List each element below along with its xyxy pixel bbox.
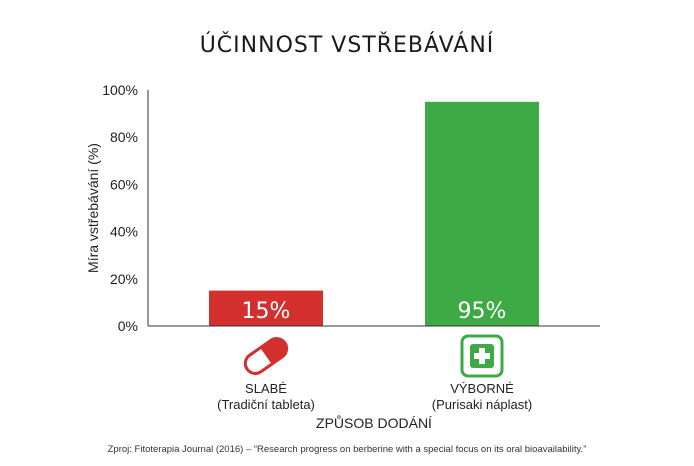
bar-value-label: 15% xyxy=(242,299,291,324)
y-axis-label: Míra vstřebávání (%) xyxy=(85,143,101,273)
y-tick-label: 20% xyxy=(110,271,138,287)
source-note: Zproj: Fitoterapia Journal (2016) – “Res… xyxy=(108,444,587,455)
y-axis-ticks: 0% 20% 40% 60% 80% 100% xyxy=(102,82,138,334)
category-sublabel: (Purisaki náplast) xyxy=(432,397,532,412)
pill-capsule-icon xyxy=(243,337,289,375)
y-tick-label: 0% xyxy=(118,318,138,334)
y-tick-label: 60% xyxy=(110,176,138,192)
category-label: VÝBORNÉ xyxy=(450,381,514,396)
category-labels: SLABÉ(Tradiční tableta) VÝBORNÉ(Purisaki … xyxy=(217,381,532,412)
y-tick-label: 100% xyxy=(102,82,138,98)
medical-cross-patch-icon xyxy=(460,334,504,378)
y-tick-label: 80% xyxy=(110,129,138,145)
bar-value-label: 95% xyxy=(458,299,507,324)
bar xyxy=(209,290,323,326)
chart-title: ÚČINNOST VSTŘEBÁVÁNÍ xyxy=(200,32,495,58)
bars: 15% 95% xyxy=(209,101,539,326)
category-label: SLABÉ xyxy=(245,381,287,396)
y-tick-label: 40% xyxy=(110,224,138,240)
category-sublabel: (Tradiční tableta) xyxy=(217,397,315,412)
bar xyxy=(425,101,539,326)
x-axis-label: ZPŮSOB DODÁNÍ xyxy=(316,414,432,431)
